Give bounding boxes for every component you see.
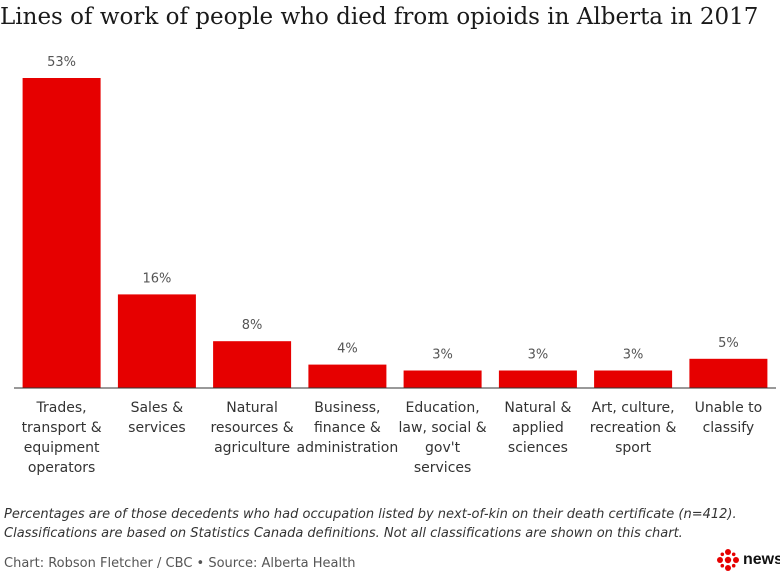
cbc-news-logo-text: news bbox=[743, 551, 780, 568]
category-label: Unable to classify bbox=[695, 400, 763, 436]
bar bbox=[308, 364, 387, 388]
category-label: Natural resources & agriculture bbox=[210, 400, 293, 456]
category-label: Business, finance & administration bbox=[297, 400, 399, 456]
category-label: Education, law, social & gov't services bbox=[399, 400, 487, 476]
bar-value-label: 16% bbox=[142, 271, 171, 286]
bar bbox=[117, 294, 196, 388]
bar-value-label: 3% bbox=[432, 348, 453, 363]
bar-value-label: 53% bbox=[47, 55, 76, 70]
bar-chart: 53% Trades, transport & equipment operators 1… bbox=[14, 55, 776, 476]
bar-value-label: 8% bbox=[242, 318, 263, 333]
category-label: Art, culture, recreation & sport bbox=[590, 400, 677, 456]
bar bbox=[213, 341, 292, 388]
footnote: Percentages are of those decedents who h… bbox=[4, 505, 737, 543]
bar-value-label: 4% bbox=[337, 342, 358, 357]
bar bbox=[22, 78, 101, 388]
chart-title: Lines of work of people who died from op… bbox=[0, 4, 759, 30]
cbc-news-logo: news bbox=[715, 548, 780, 572]
category-label: Trades, transport & equipment operators bbox=[22, 400, 102, 476]
bar-value-label: 3% bbox=[623, 348, 644, 363]
category-label: Natural & applied sciences bbox=[504, 400, 571, 456]
bar bbox=[689, 358, 768, 388]
bar-value-label: 5% bbox=[718, 336, 739, 351]
footnote-line-1: Percentages are of those decedents who h… bbox=[4, 507, 737, 522]
chart-credit: Chart: Robson Fletcher / CBC • Source: A… bbox=[4, 556, 356, 571]
bar bbox=[498, 370, 577, 388]
bar bbox=[403, 370, 482, 388]
category-label: Sales & services bbox=[128, 400, 185, 436]
footnote-line-2: Classifications are based on Statistics … bbox=[4, 526, 683, 541]
bar-value-label: 3% bbox=[528, 348, 549, 363]
bar bbox=[594, 370, 673, 388]
cbc-gem-icon bbox=[717, 549, 739, 571]
